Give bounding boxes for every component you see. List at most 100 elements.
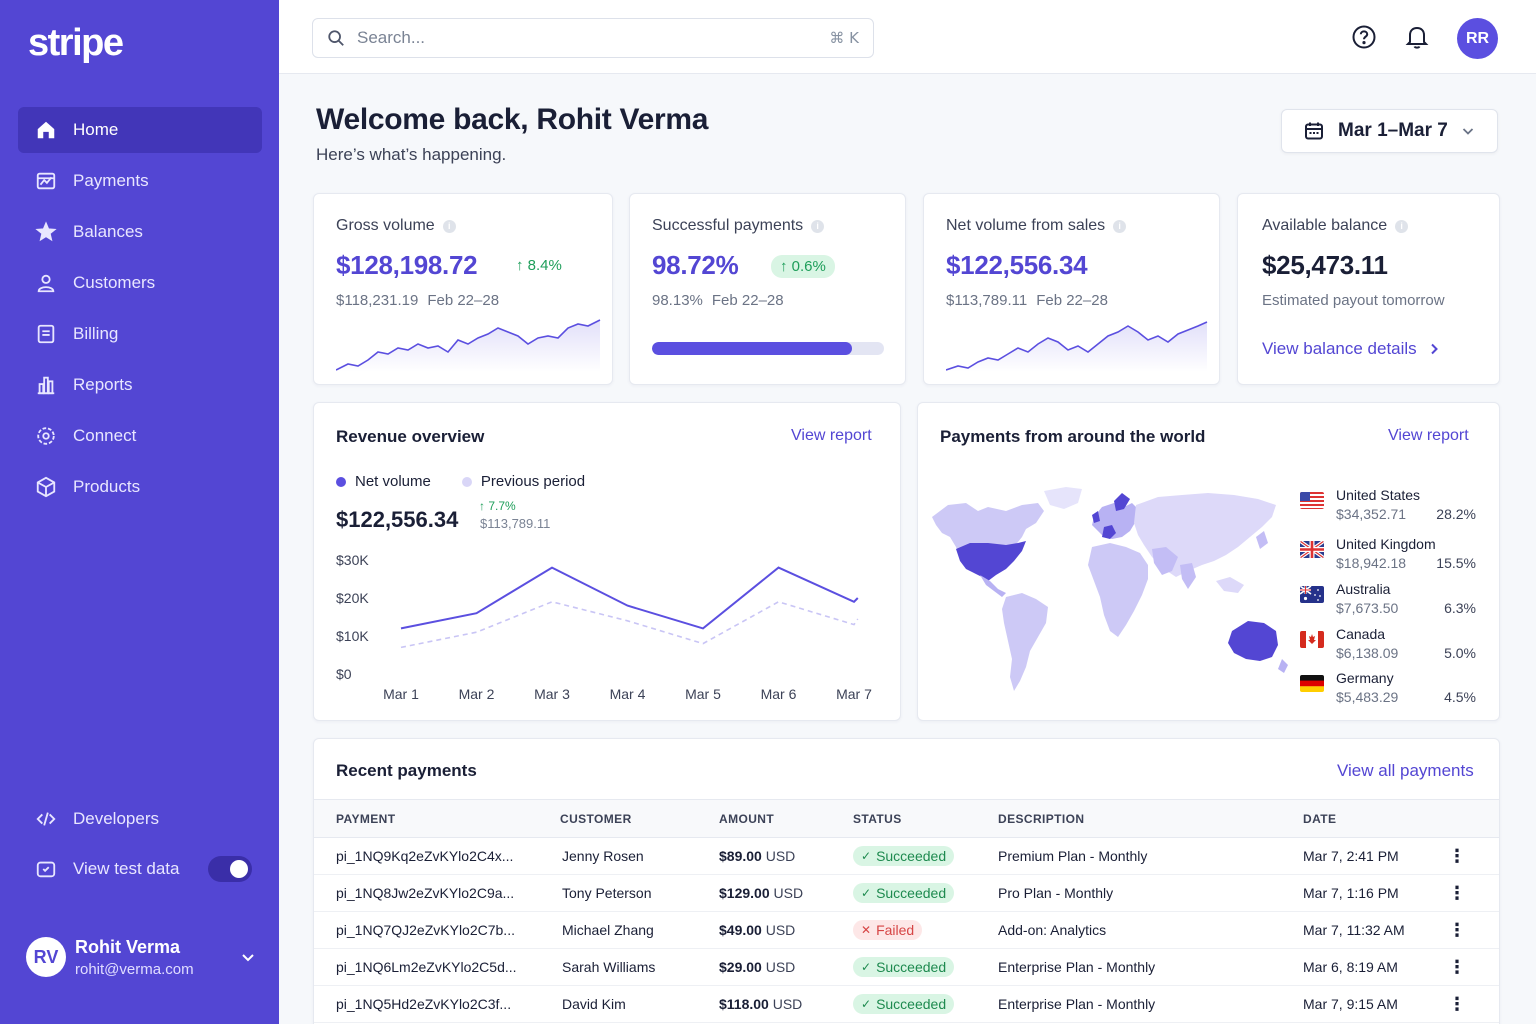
uk-region [1092, 511, 1100, 523]
info-icon[interactable]: i [811, 219, 825, 233]
payment-amount: $49.00 USD [697, 911, 831, 949]
sidebar-item-payments[interactable]: Payments [18, 158, 262, 204]
southeast-asia-region [1216, 577, 1244, 593]
sidebar-item-products[interactable]: Products [18, 464, 262, 510]
payment-description: Premium Plan - Monthly [976, 837, 1281, 875]
revenue-line-chart: $30K $20K $10K $0 Mar 1 Mar 2 Mar 3 Mar 4 Mar 5 M… [336, 552, 872, 702]
stat-label: Available balance i [1262, 217, 1409, 235]
germany-flag-icon [1300, 675, 1324, 692]
payment-id[interactable]: pi_1NQ5Hd2eZvKYlo2C3f... [314, 985, 538, 1023]
net-volume-card[interactable]: Net volume from sales i $122,556.34 $113,… [923, 193, 1220, 385]
sidebar-item-label: Connect [73, 426, 137, 445]
amount-value: $129.00 [719, 885, 770, 901]
y-tick-label: $0 [336, 666, 352, 682]
column-header-amount[interactable]: AMOUNT [697, 799, 831, 838]
available-balance-card[interactable]: Available balance i $25,473.11 Estimated … [1237, 193, 1500, 385]
account-avatar[interactable]: RR [1457, 18, 1498, 59]
status-label: Succeeded [876, 885, 947, 901]
stat-label-text: Net volume from sales [946, 217, 1106, 234]
payment-id[interactable]: pi_1NQ9Kq2eZvKYlo2C4x... [314, 837, 538, 875]
table-row[interactable]: pi_1NQ7QJ2eZvKYlo2C7b... Michael Zhang $49… [314, 911, 1499, 949]
country-name: Germany [1336, 670, 1394, 686]
column-header-customer[interactable]: CUSTOMER [538, 799, 697, 838]
gross-volume-card[interactable]: Gross volume i $128,198.72 ↑ 8.4% $118,23… [313, 193, 613, 385]
y-tick-label: $20K [336, 590, 369, 606]
chevron-right-icon [1430, 343, 1438, 355]
amount-value: $118.00 [719, 996, 769, 1012]
table-row[interactable]: pi_1NQ6Lm2eZvKYlo2C5d... Sarah Williams $2… [314, 948, 1499, 986]
column-header-payment[interactable]: PAYMENT [314, 799, 538, 838]
amount-value: $49.00 [719, 922, 762, 938]
test-data-icon [36, 861, 56, 878]
payment-id[interactable]: pi_1NQ8Jw2eZvKYlo2C9a... [314, 874, 538, 912]
column-header-date[interactable]: DATE [1281, 799, 1447, 838]
billing-icon [37, 324, 55, 344]
stat-label: Gross volume i [336, 217, 456, 235]
world-map [932, 487, 1288, 691]
sidebar-item-test-data[interactable]: View test data [18, 846, 262, 892]
country-percentage: 5.0% [1444, 645, 1476, 661]
arrow-up-icon: ↑ [516, 257, 528, 274]
view-all-payments-link[interactable]: View all payments [1337, 761, 1474, 780]
calendar-icon [1305, 122, 1323, 140]
more-vertical-icon[interactable]: ⋮ [1448, 956, 1466, 977]
stat-label: Successful payments i [652, 217, 825, 235]
column-header-description[interactable]: DESCRIPTION [976, 799, 1281, 838]
payment-amount: $89.00 USD [697, 837, 831, 875]
date-range-picker[interactable]: Mar 1–Mar 7 [1281, 109, 1498, 153]
info-icon[interactable]: i [1395, 219, 1409, 233]
country-percentage: 4.5% [1444, 689, 1476, 705]
stat-label: Net volume from sales i [946, 217, 1127, 235]
y-tick-label: $10K [336, 628, 369, 644]
arrow-up-icon: ↑ [780, 258, 792, 275]
sidebar-item-home[interactable]: Home [18, 107, 262, 153]
more-vertical-icon[interactable]: ⋮ [1448, 882, 1466, 903]
home-icon [37, 121, 55, 139]
revenue-view-report-link[interactable]: View report [791, 427, 872, 444]
sidebar-item-reports[interactable]: Reports [18, 362, 262, 408]
greenland-region [1044, 487, 1082, 509]
sidebar-item-balances[interactable]: Balances [18, 209, 262, 255]
card-title: Payments from around the world [940, 427, 1206, 446]
more-vertical-icon[interactable]: ⋮ [1448, 845, 1466, 866]
notifications-button[interactable] [1402, 22, 1432, 52]
user-menu[interactable]: RV Rohit Verma rohit@verma.com [26, 934, 256, 980]
country-row-uk[interactable]: United Kingdom $18,942.18 15.5% [1300, 536, 1476, 576]
country-row-au[interactable]: Australia $7,673.50 6.3% [1300, 581, 1476, 621]
search-bar[interactable]: ⌘ K [312, 18, 874, 58]
search-input[interactable] [357, 28, 830, 48]
user-info: Rohit Verma rohit@verma.com [75, 937, 194, 978]
row-actions: ⋮ [1447, 911, 1499, 949]
payment-amount: $129.00 USD [697, 874, 831, 912]
country-row-us[interactable]: United States $34,352.71 28.2% [1300, 487, 1476, 527]
stat-previous-value: $113,789.11 [946, 292, 1028, 309]
payment-id[interactable]: pi_1NQ6Lm2eZvKYlo2C5d... [314, 948, 538, 986]
more-vertical-icon[interactable]: ⋮ [1448, 993, 1466, 1014]
test-data-toggle[interactable] [208, 856, 252, 882]
status-label: Failed [876, 922, 915, 938]
successful-payments-card[interactable]: Successful payments i 98.72% ↑ 0.6% 98.13… [629, 193, 906, 385]
more-vertical-icon[interactable]: ⋮ [1448, 919, 1466, 940]
country-row-de[interactable]: Germany $5,483.29 4.5% [1300, 670, 1476, 710]
progress-fill [652, 342, 852, 355]
country-percentage: 28.2% [1436, 506, 1476, 522]
sidebar-item-developers[interactable]: Developers [18, 796, 262, 842]
info-icon[interactable]: i [1113, 219, 1127, 233]
country-row-ca[interactable]: Canada $6,138.09 5.0% [1300, 626, 1476, 666]
column-header-status[interactable]: STATUS [831, 799, 976, 838]
payment-date: Mar 7, 1:16 PM [1281, 874, 1447, 912]
table-row[interactable]: pi_1NQ5Hd2eZvKYlo2C3f... David Kim $118.00… [314, 985, 1499, 1023]
view-balance-details-link[interactable]: View balance details [1262, 339, 1441, 359]
stat-label-text: Available balance [1262, 217, 1388, 234]
stripe-logo[interactable]: stripe [28, 22, 124, 64]
sidebar-item-billing[interactable]: Billing [18, 311, 262, 357]
table-row[interactable]: pi_1NQ8Jw2eZvKYlo2C9a... Tony Peterson $12… [314, 874, 1499, 912]
sidebar-item-customers[interactable]: Customers [18, 260, 262, 306]
info-icon[interactable]: i [442, 219, 456, 233]
sidebar-item-label: Home [73, 120, 119, 139]
payment-id[interactable]: pi_1NQ7QJ2eZvKYlo2C7b... [314, 911, 538, 949]
table-row[interactable]: pi_1NQ9Kq2eZvKYlo2C4x... Jenny Rosen $89.0… [314, 837, 1499, 875]
help-button[interactable] [1349, 22, 1379, 52]
sidebar-item-connect[interactable]: Connect [18, 413, 262, 459]
world-view-report-link[interactable]: View report [1388, 427, 1469, 444]
